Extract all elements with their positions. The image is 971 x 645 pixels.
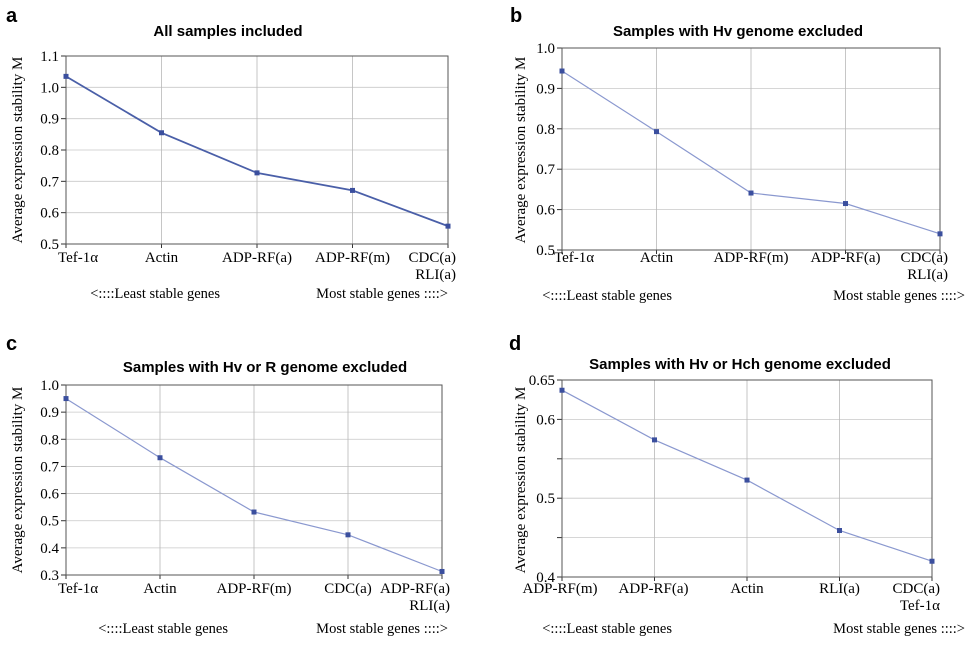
x-tick-label: ADP-RF(m) — [315, 250, 390, 266]
panel-a: a All samples included 0.5 0.6 0.7 0.8 0.9 1.0 1… — [6, 5, 456, 302]
note-least-stable: <::::Least stable genes — [98, 621, 228, 637]
data-point — [654, 129, 659, 135]
y-tick-label: 0.5 — [536, 243, 555, 259]
x-tick-label: ADP-RF(a) — [619, 581, 689, 597]
y-tick-label: 0.65 — [529, 373, 555, 389]
data-point — [350, 187, 355, 193]
data-point — [559, 387, 565, 393]
y-tick-label: 0.4 — [536, 570, 555, 586]
x-tick-label: RLI(a) — [415, 267, 456, 283]
data-point — [63, 396, 69, 402]
data-point — [439, 568, 445, 574]
y-tick-label: 0.4 — [40, 541, 59, 557]
x-tick-label: CDC(a) — [893, 581, 941, 597]
y-tick-label: 0.9 — [40, 112, 59, 128]
y-tick-label: 0.5 — [40, 237, 59, 253]
chart-title: Samples with Hv or Hch genome excluded — [589, 356, 891, 373]
x-tick-label: Tef-1α — [554, 250, 594, 266]
data-point — [843, 201, 848, 207]
y-tick-label: 1.0 — [40, 80, 59, 96]
x-tick-label: Tef-1α — [58, 250, 98, 266]
data-point — [559, 68, 565, 74]
data-point — [744, 477, 750, 483]
y-tick-label: 0.7 — [536, 162, 555, 178]
x-tick-label: CDC(a) — [901, 250, 949, 266]
chart-title: All samples included — [153, 23, 302, 40]
x-tick-label: RLI(a) — [409, 598, 450, 614]
x-tick-label: ADP-RF(a) — [222, 250, 292, 266]
data-point — [929, 558, 935, 564]
x-tick-label: RLI(a) — [907, 267, 948, 283]
data-point — [345, 532, 351, 538]
data-point — [159, 130, 164, 136]
x-tick-label: ADP-RF(m) — [713, 250, 788, 266]
x-tick-label: ADP-RF(m) — [522, 581, 597, 597]
y-axis-label: Average expression stability M — [10, 387, 26, 574]
x-tick-label: ADP-RF(a) — [811, 250, 881, 266]
chart-title: Samples with Hv genome excluded — [613, 23, 863, 40]
panel-c: c Samples with Hv or R genome excluded 0.3… — [6, 333, 450, 637]
y-tick-label: 0.6 — [40, 206, 59, 222]
note-least-stable: <::::Least stable genes — [542, 621, 672, 637]
data-point — [251, 509, 257, 515]
data-point — [254, 170, 260, 176]
note-most-stable: Most stable genes ::::> — [316, 621, 448, 637]
panel-letter: d — [509, 333, 521, 355]
panel-letter: a — [6, 5, 18, 27]
x-tick-label: Tef-1α — [58, 581, 98, 597]
y-tick-label: 0.9 — [40, 405, 59, 421]
y-tick-label: 0.8 — [536, 122, 555, 138]
y-tick-label: 0.3 — [40, 568, 59, 584]
x-tick-label: Actin — [145, 250, 179, 266]
chart-title: Samples with Hv or R genome excluded — [123, 359, 407, 376]
data-point — [157, 455, 163, 461]
data-point — [445, 223, 451, 229]
note-most-stable: Most stable genes ::::> — [833, 288, 965, 304]
y-axis-label: Average expression stability M — [513, 387, 529, 574]
x-tick-label: Actin — [143, 581, 177, 597]
y-axis-label: Average expression stability M — [513, 57, 529, 244]
plot-frame — [561, 47, 941, 251]
y-tick-label: 1.1 — [40, 49, 59, 65]
y-tick-label: 0.9 — [536, 81, 555, 97]
panel-b: b Samples with Hv genome excluded 0.5 0.6 0.… — [510, 5, 965, 304]
panel-letter: c — [6, 333, 17, 355]
x-tick-label: Actin — [640, 250, 674, 266]
panel-letter: b — [510, 5, 522, 27]
x-tick-label: Actin — [730, 581, 764, 597]
y-tick-label: 0.7 — [40, 459, 59, 475]
y-tick-label: 0.6 — [536, 203, 555, 219]
y-tick-label: 1.0 — [536, 41, 555, 57]
x-tick-label: ADP-RF(a) — [380, 581, 450, 597]
y-tick-label: 0.5 — [536, 491, 555, 507]
y-tick-label: 0.7 — [40, 174, 59, 190]
note-least-stable: <::::Least stable genes — [90, 286, 220, 302]
plot-frame — [65, 384, 443, 576]
data-point — [652, 437, 657, 443]
y-tick-label: 0.8 — [40, 143, 59, 159]
panel-d: d Samples with Hv or Hch genome excluded 0… — [509, 333, 965, 637]
plot-frame — [561, 379, 933, 578]
x-tick-label: ADP-RF(m) — [216, 581, 291, 597]
plot-frame — [65, 55, 449, 245]
data-point — [937, 231, 943, 237]
y-tick-label: 0.8 — [40, 432, 59, 448]
y-tick-label: 0.6 — [536, 412, 555, 428]
x-tick-label: CDC(a) — [324, 581, 372, 597]
x-tick-label: Tef-1α — [900, 598, 940, 614]
note-least-stable: <::::Least stable genes — [542, 288, 672, 304]
note-most-stable: Most stable genes ::::> — [833, 621, 965, 637]
data-point — [837, 528, 842, 534]
note-most-stable: Most stable genes ::::> — [316, 286, 448, 302]
y-tick-label: 0.5 — [40, 514, 59, 530]
y-tick-label: 0.6 — [40, 487, 59, 503]
y-tick-label: 1.0 — [40, 378, 59, 394]
data-point — [63, 73, 69, 79]
y-axis-label: Average expression stability M — [10, 57, 26, 244]
x-tick-label: RLI(a) — [819, 581, 860, 597]
data-point — [748, 190, 754, 196]
x-tick-label: CDC(a) — [409, 250, 457, 266]
